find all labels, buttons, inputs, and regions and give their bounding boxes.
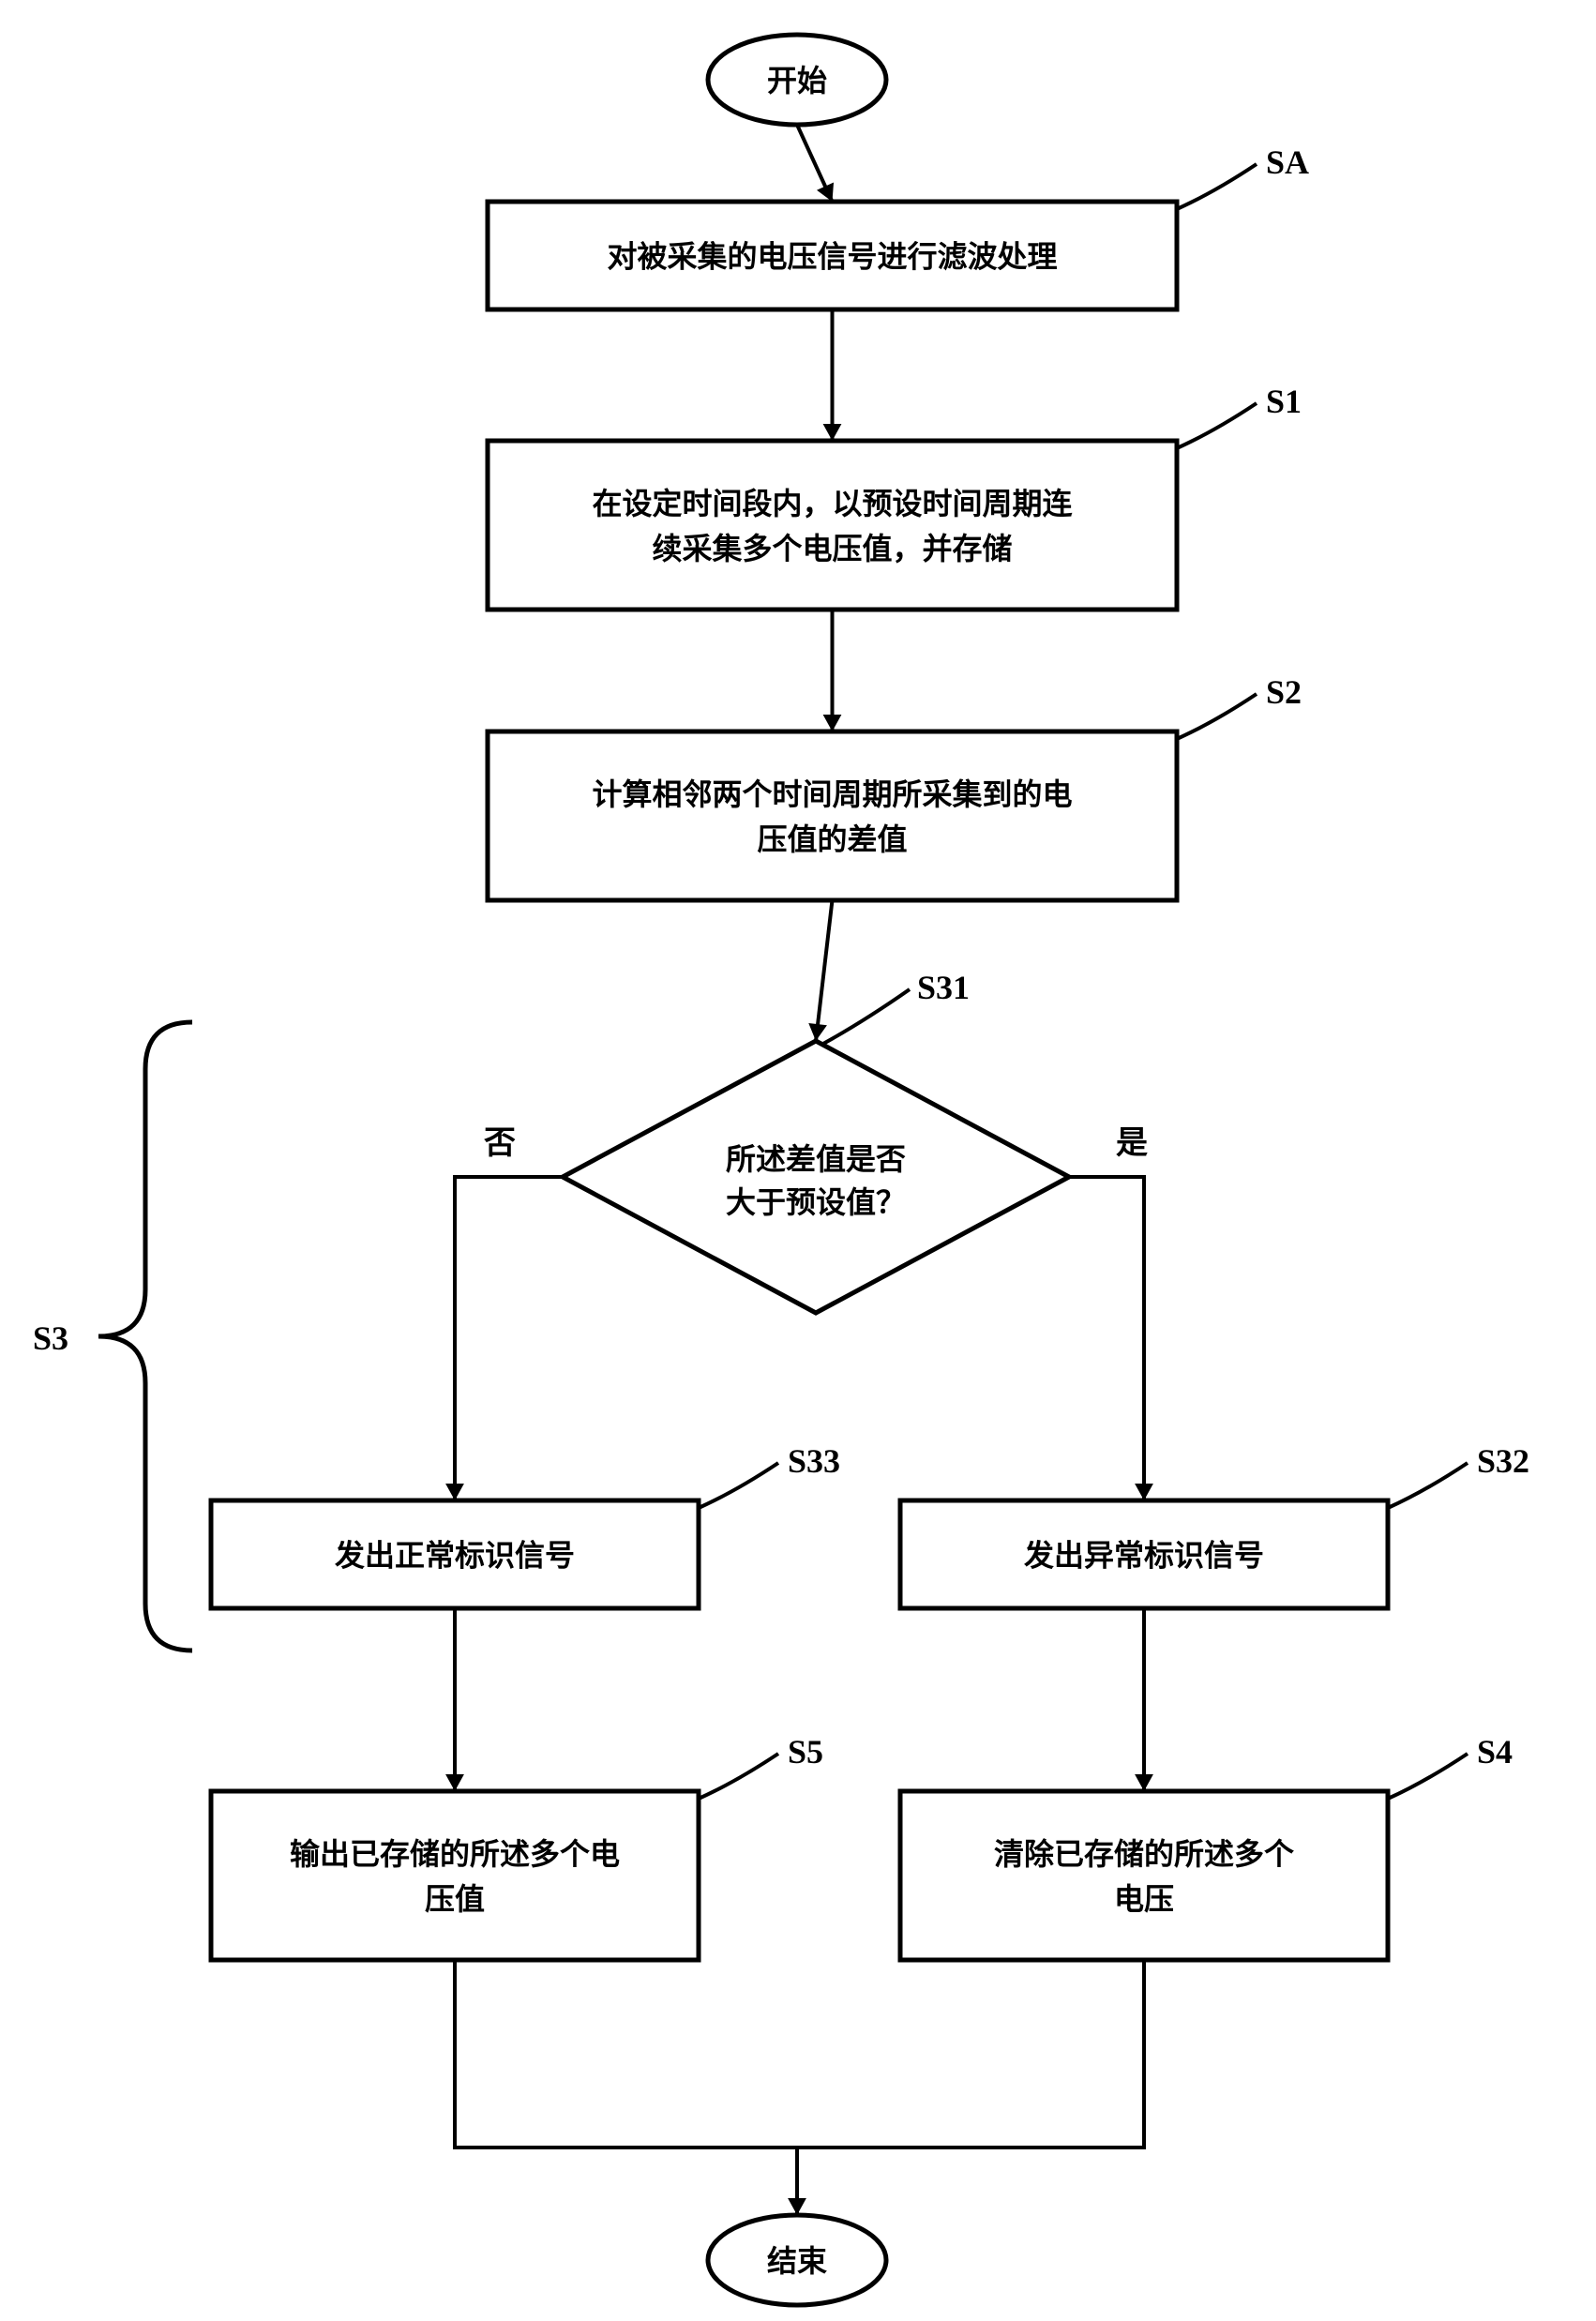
label-S4: S4	[1477, 1733, 1513, 1771]
label-S1: S1	[1266, 383, 1302, 420]
label-SA: SA	[1266, 143, 1309, 181]
svg-text:清除已存储的所述多个: 清除已存储的所述多个	[994, 1837, 1294, 1871]
svg-text:发出正常标识信号: 发出正常标识信号	[335, 1539, 575, 1573]
label-S33: S33	[788, 1442, 840, 1480]
label-S31: S31	[917, 969, 970, 1006]
svg-text:在设定时间段内，以预设时间周期连: 在设定时间段内，以预设时间周期连	[592, 487, 1072, 520]
svg-text:压值: 压值	[425, 1882, 485, 1916]
svg-text:所述差值是否: 所述差值是否	[726, 1142, 906, 1176]
label-S2: S2	[1266, 673, 1302, 711]
branch-yes: 是	[1116, 1126, 1148, 1161]
end-label: 结束	[767, 2244, 827, 2278]
svg-text:计算相邻两个时间周期所采集到的电: 计算相邻两个时间周期所采集到的电	[592, 777, 1072, 811]
branch-no: 否	[484, 1126, 516, 1161]
svg-text:对被采集的电压信号进行滤波处理: 对被采集的电压信号进行滤波处理	[607, 240, 1057, 274]
svg-text:大于预设值？: 大于预设值？	[726, 1185, 906, 1219]
svg-text:发出异常标识信号: 发出异常标识信号	[1024, 1539, 1264, 1573]
svg-text:续采集多个电压值，并存储: 续采集多个电压值，并存储	[652, 532, 1012, 565]
label-S3: S3	[33, 1319, 68, 1357]
label-S5: S5	[788, 1733, 823, 1771]
start-label: 开始	[767, 64, 827, 98]
label-S32: S32	[1477, 1442, 1529, 1480]
svg-text:压值的差值: 压值的差值	[757, 822, 907, 856]
svg-text:输出已存储的所述多个电: 输出已存储的所述多个电	[290, 1837, 620, 1871]
svg-text:电压: 电压	[1114, 1882, 1174, 1916]
